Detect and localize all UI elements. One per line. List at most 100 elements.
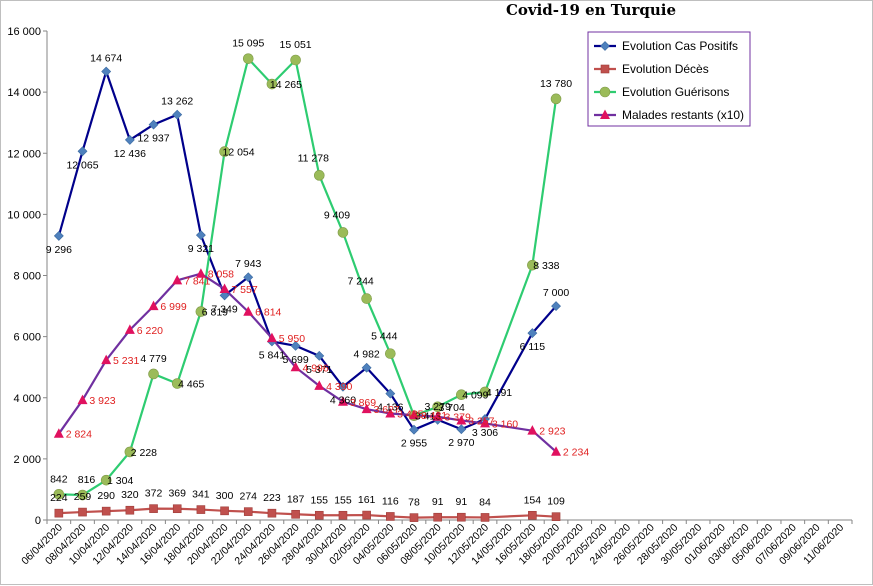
- data-label: 12 054: [223, 147, 255, 159]
- triangle-marker: [243, 306, 254, 316]
- data-label: 5 841: [259, 349, 285, 361]
- circle-marker: [195, 306, 207, 317]
- circle-marker: [77, 489, 88, 501]
- circle-marker: [479, 386, 491, 398]
- square-marker: [551, 512, 561, 521]
- data-label: 155: [334, 494, 352, 506]
- data-label: 4 982: [353, 349, 379, 361]
- circle-marker: [242, 53, 254, 64]
- data-label: 155: [311, 494, 329, 506]
- data-label: 4 390: [326, 381, 352, 393]
- legend-box: [587, 31, 751, 127]
- square-marker: [267, 508, 277, 518]
- diamond-marker: [53, 230, 64, 241]
- data-label: 7 943: [235, 258, 261, 270]
- triangle-marker: [172, 274, 183, 285]
- data-label: 4 465: [178, 379, 204, 391]
- square-marker: [243, 507, 253, 516]
- data-label: 7 349: [211, 303, 237, 315]
- triangle-marker: [77, 394, 88, 405]
- triangle-marker: [432, 411, 443, 421]
- data-label: 15 051: [280, 39, 312, 51]
- data-label: 9 409: [324, 209, 350, 221]
- data-label: 8 338: [533, 260, 559, 272]
- triangle-marker: [219, 283, 230, 294]
- triangle-marker: [195, 268, 206, 278]
- data-label: 842: [50, 473, 68, 485]
- square-marker: [291, 509, 300, 519]
- diamond-marker: [527, 328, 538, 339]
- circle-marker: [124, 446, 136, 458]
- circle-marker: [456, 389, 467, 401]
- data-label: 6 220: [137, 325, 163, 337]
- data-label: 2 923: [539, 426, 565, 438]
- data-label: 9 321: [188, 243, 214, 255]
- circle-marker: [385, 348, 396, 359]
- legend: Evolution Cas Positifs Evolution Décès Evo…: [587, 31, 751, 127]
- data-label: 7 557: [231, 284, 257, 296]
- legend-label: Malades restants (x10): [622, 108, 744, 122]
- circle-marker: [266, 78, 278, 90]
- y-tick-label: 14 000: [7, 87, 41, 99]
- triangle-marker: [124, 324, 135, 334]
- data-label: 3 627: [373, 404, 399, 416]
- legend-label: Evolution Cas Positifs: [622, 39, 738, 53]
- data-label: 154: [524, 494, 542, 506]
- square-marker: [172, 504, 182, 514]
- data-label: 161: [358, 494, 376, 506]
- triangle-marker: [551, 446, 562, 456]
- square-marker: [125, 505, 135, 515]
- data-label: 259: [74, 491, 92, 503]
- square-marker: [600, 64, 610, 74]
- circle-marker: [148, 368, 159, 380]
- y-tick-label: 6 000: [13, 332, 41, 344]
- data-label: 2 824: [66, 429, 92, 441]
- data-label: 15 095: [232, 38, 264, 50]
- diamond-marker: [600, 41, 610, 51]
- data-label: 2 234: [563, 447, 589, 459]
- triangle-marker: [456, 414, 467, 425]
- square-marker: [220, 506, 229, 516]
- circle-marker: [527, 259, 538, 271]
- data-label: 13 780: [540, 78, 572, 90]
- data-label: 6 999: [160, 301, 186, 313]
- data-label: 372: [145, 488, 163, 500]
- data-label: 109: [547, 496, 565, 508]
- square-marker: [480, 513, 490, 522]
- diamond-marker: [172, 109, 183, 120]
- y-tick-label: 0: [35, 515, 41, 527]
- data-label: 2 228: [131, 447, 157, 459]
- legend-label: Evolution Guérisons: [622, 85, 729, 99]
- triangle-marker: [337, 396, 348, 406]
- data-label: 187: [287, 493, 305, 505]
- data-label: 290: [97, 490, 115, 502]
- circle-marker: [599, 86, 611, 98]
- diamond-marker: [124, 135, 135, 145]
- triangle-marker: [148, 300, 159, 311]
- data-label: 224: [50, 492, 68, 504]
- data-label: 78: [408, 497, 420, 509]
- diamond-marker: [456, 424, 467, 435]
- data-label: 3 279: [425, 401, 451, 413]
- data-label: 8 058: [208, 269, 234, 281]
- y-tick-label: 12 000: [7, 148, 41, 160]
- diamond-marker: [409, 424, 419, 435]
- y-tick-label: 2 000: [13, 454, 41, 466]
- data-label: 13 262: [161, 96, 193, 108]
- triangle-marker: [361, 403, 372, 414]
- data-label: 91: [432, 496, 444, 508]
- square-marker: [457, 512, 466, 522]
- square-marker: [528, 510, 537, 520]
- triangle-marker: [266, 332, 277, 343]
- data-label: 14 674: [90, 53, 122, 65]
- data-label: 369: [168, 488, 186, 500]
- data-label: 7 000: [543, 287, 569, 299]
- circle-marker: [100, 474, 112, 486]
- square-marker: [78, 507, 87, 517]
- triangle-marker: [314, 380, 325, 390]
- triangle-marker: [290, 361, 301, 372]
- data-label: 4 136: [377, 402, 403, 414]
- data-label: 4 191: [486, 387, 512, 399]
- data-label: 2 955: [401, 438, 427, 450]
- y-tick-label: 8 000: [13, 271, 41, 283]
